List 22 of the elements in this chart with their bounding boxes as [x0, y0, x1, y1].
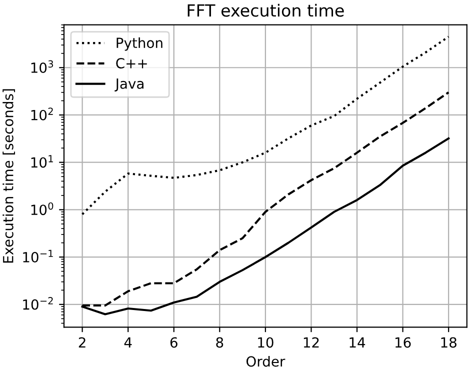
legend-label: C++: [116, 58, 147, 68]
legend-label: Python: [116, 37, 162, 51]
line-series: [81, 36, 450, 216]
y-axis-title: Execution time [seconds]: [2, 89, 16, 263]
x-tick-label: 10: [258, 337, 274, 348]
x-tick-label: 14: [350, 337, 366, 348]
y-tick-label: 10$^{−1}$: [23, 250, 53, 262]
x-tick-label: 16: [395, 337, 411, 348]
y-tick-label: 10$^{3}$: [31, 60, 54, 73]
y-tick-label: 10$^{1}$: [31, 155, 53, 168]
x-tick-label: 18: [441, 337, 456, 348]
y-tick-label: 10$^{0}$: [31, 202, 54, 216]
x-tick-label: 6: [170, 337, 178, 348]
legend-label: Java: [114, 78, 144, 92]
x-tick-label: 2: [78, 337, 86, 348]
y-tick-label: 10$^{−2}$: [23, 297, 53, 310]
y-tick-label: 10$^{2}$: [31, 108, 53, 120]
x-tick-label: 4: [124, 337, 132, 348]
chart-title: FFT execution time: [188, 4, 344, 17]
x-tick-label: 8: [216, 337, 224, 348]
x-tick-label: 12: [304, 337, 319, 348]
x-axis-title: Order: [246, 356, 286, 367]
